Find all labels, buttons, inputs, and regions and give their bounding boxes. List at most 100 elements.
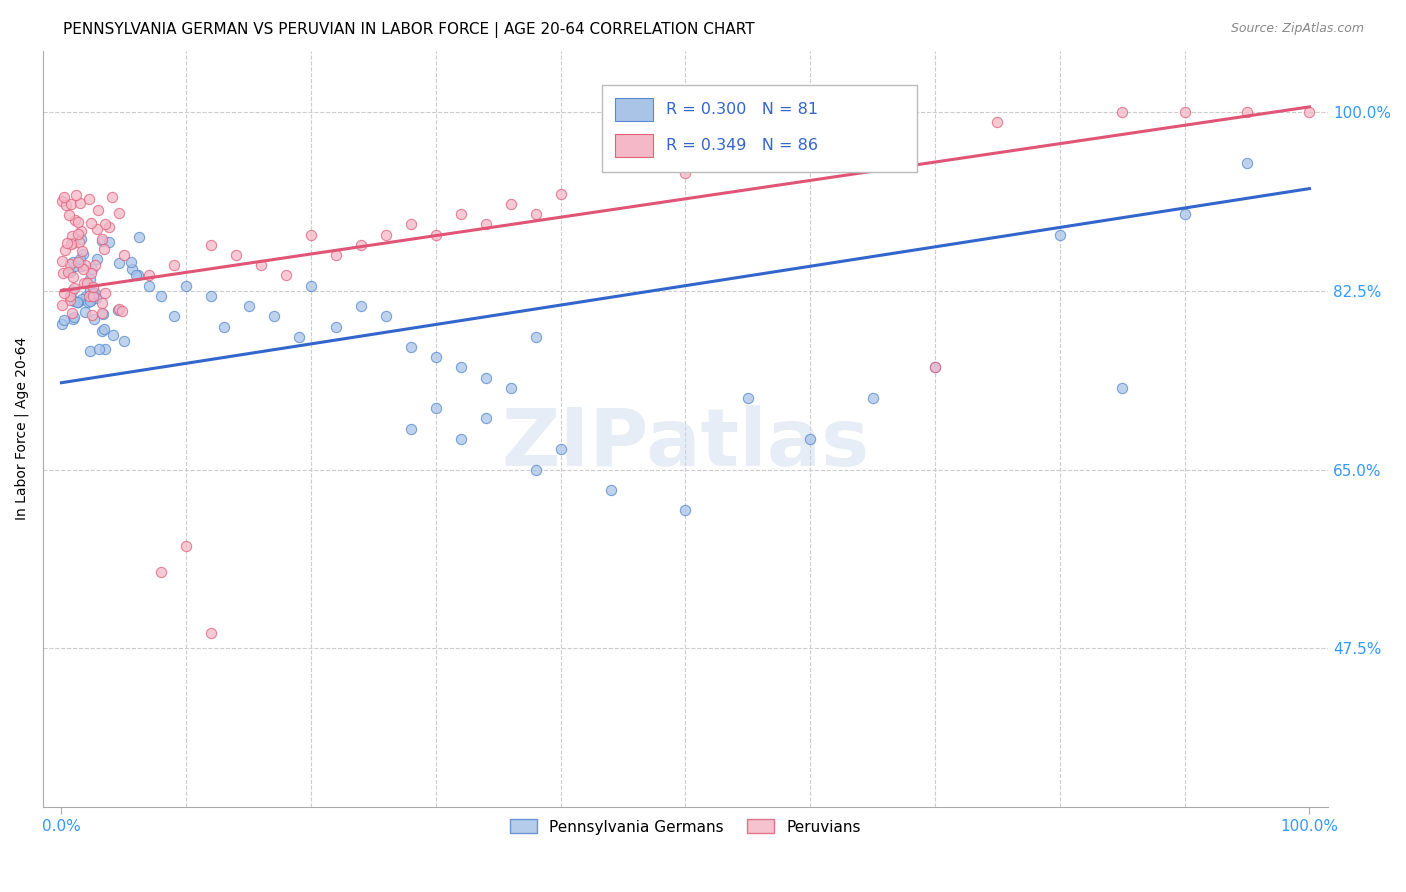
Point	[200, 626, 222, 640]
Y-axis label: In Labor Force | Age 20-64: In Labor Force | Age 20-64	[15, 337, 30, 520]
Point	[94, 286, 117, 301]
Point	[150, 289, 173, 303]
Point	[163, 310, 186, 324]
Point	[51, 254, 73, 268]
FancyBboxPatch shape	[602, 85, 917, 171]
Point	[66, 227, 89, 241]
Point	[200, 289, 222, 303]
Point	[82, 279, 104, 293]
Point	[101, 328, 124, 343]
Point	[474, 370, 496, 384]
Point	[138, 278, 160, 293]
Point	[86, 252, 108, 266]
Point	[77, 288, 100, 302]
Point	[63, 281, 86, 295]
Point	[80, 293, 103, 307]
Point	[93, 217, 115, 231]
Point	[673, 166, 696, 180]
Point	[150, 565, 173, 579]
Point	[84, 258, 107, 272]
Point	[107, 301, 129, 316]
FancyBboxPatch shape	[614, 134, 654, 156]
Point	[69, 260, 91, 274]
Point	[76, 276, 98, 290]
Point	[163, 258, 186, 272]
Point	[79, 283, 101, 297]
Point	[450, 207, 472, 221]
Point	[82, 286, 104, 301]
Point	[299, 278, 322, 293]
Point	[111, 304, 134, 318]
Point	[287, 330, 309, 344]
Point	[399, 340, 422, 354]
Point	[62, 270, 84, 285]
Point	[52, 266, 75, 280]
Point	[63, 310, 86, 325]
Point	[174, 278, 197, 293]
Point	[350, 237, 373, 252]
Point	[80, 216, 103, 230]
Point	[83, 285, 105, 300]
Point	[83, 312, 105, 326]
Point	[73, 276, 96, 290]
Point	[1298, 105, 1320, 120]
Point	[70, 232, 93, 246]
Point	[1236, 156, 1258, 170]
Point	[225, 248, 247, 262]
Point	[325, 319, 347, 334]
Point	[125, 268, 148, 283]
Point	[524, 207, 547, 221]
Point	[67, 215, 90, 229]
Point	[75, 289, 97, 303]
FancyBboxPatch shape	[614, 98, 654, 121]
Point	[51, 318, 73, 332]
Point	[55, 197, 77, 211]
Point	[274, 268, 297, 283]
Point	[499, 381, 522, 395]
Point	[58, 208, 80, 222]
Point	[101, 190, 124, 204]
Point	[112, 248, 135, 262]
Point	[59, 288, 82, 302]
Point	[77, 294, 100, 309]
Point	[121, 262, 143, 277]
Point	[107, 303, 129, 318]
Point	[737, 391, 759, 405]
Point	[65, 188, 87, 202]
Point	[299, 227, 322, 242]
Point	[59, 257, 82, 271]
Text: R = 0.300   N = 81: R = 0.300 N = 81	[666, 103, 818, 117]
Point	[350, 299, 373, 313]
Point	[73, 258, 96, 272]
Point	[120, 254, 142, 268]
Point	[82, 309, 104, 323]
Point	[98, 220, 121, 235]
Point	[474, 411, 496, 425]
Point	[924, 360, 946, 375]
Point	[60, 284, 83, 298]
Point	[59, 265, 82, 279]
Point	[80, 266, 103, 280]
Point	[108, 256, 131, 270]
Point	[60, 305, 83, 319]
Point	[112, 334, 135, 348]
Point	[67, 254, 90, 268]
Point	[862, 125, 884, 139]
Point	[70, 244, 93, 258]
Point	[212, 319, 235, 334]
Text: R = 0.349   N = 86: R = 0.349 N = 86	[666, 137, 818, 153]
Point	[55, 236, 77, 251]
Point	[425, 350, 447, 364]
Point	[51, 298, 73, 312]
Point	[862, 391, 884, 405]
Point	[107, 205, 129, 219]
Point	[91, 235, 114, 249]
Point	[1174, 105, 1197, 120]
Point	[52, 190, 75, 204]
Point	[174, 539, 197, 553]
Point	[90, 306, 112, 320]
Point	[93, 322, 115, 336]
Point	[1111, 381, 1133, 395]
Text: ZIPatlas: ZIPatlas	[502, 405, 869, 483]
Point	[69, 252, 91, 267]
